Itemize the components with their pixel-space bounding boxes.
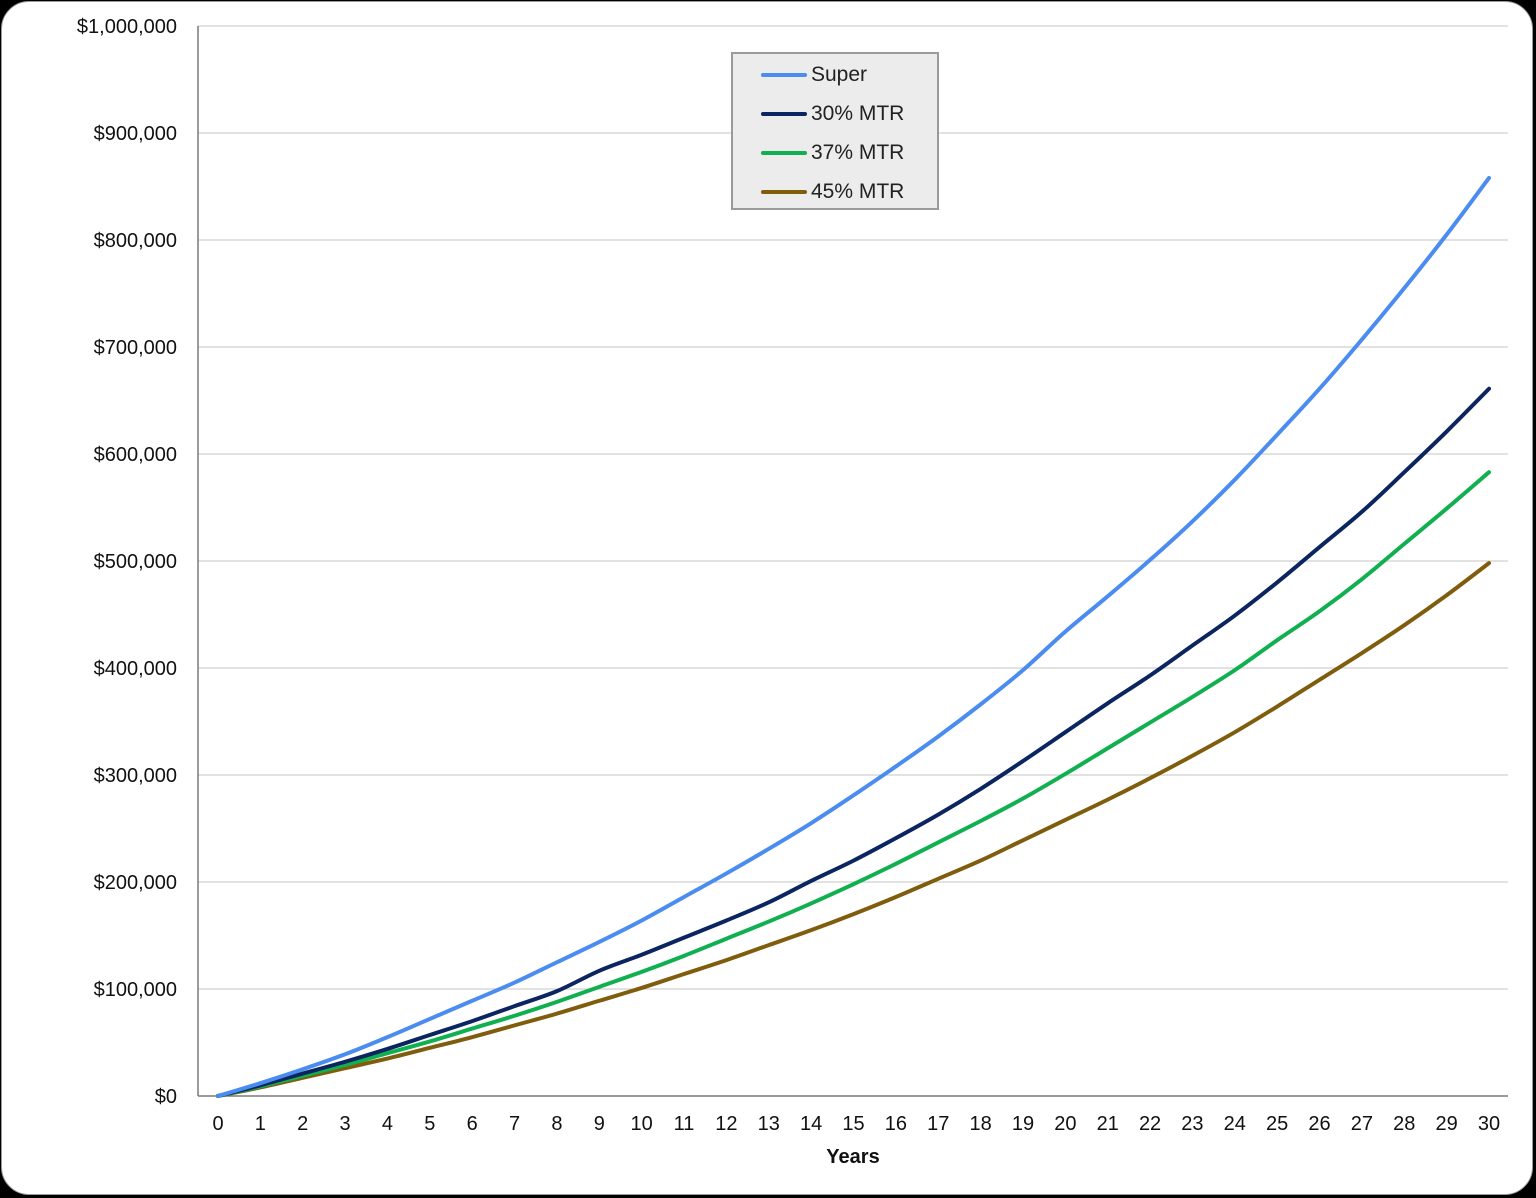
y-tick-label: $900,000 [94, 123, 177, 145]
series-line-37-mtr [216, 470, 1491, 1098]
x-tick-label: 27 [1351, 1113, 1373, 1135]
y-tick-label: $600,000 [94, 444, 177, 466]
x-tick-label: 28 [1393, 1113, 1415, 1135]
x-tick-label: 3 [340, 1113, 351, 1135]
x-tick-label: 23 [1181, 1113, 1203, 1135]
y-tick-label: $500,000 [94, 551, 177, 573]
y-tick-label: $400,000 [94, 658, 177, 680]
legend-swatch-30-mtr [761, 112, 807, 116]
x-tick-label: 4 [382, 1113, 393, 1135]
y-tick-label: $0 [155, 1086, 177, 1108]
x-axis-ticks: 0 1 2 3 4 5 6 7 8 9 10 11 12 13 14 15 16 17 18 19 20 21 22 23 24… [212, 1113, 1500, 1135]
series-line-super [216, 175, 1491, 1098]
legend-item-37-mtr: 37% MTR [761, 141, 904, 165]
x-tick-label: 12 [715, 1113, 737, 1135]
legend-swatch-45-mtr [761, 190, 807, 194]
x-tick-label: 20 [1054, 1113, 1076, 1135]
legend-swatch-37-mtr [761, 151, 807, 155]
legend-item-45-mtr: 45% MTR [761, 180, 904, 204]
x-tick-label: 2 [297, 1113, 308, 1135]
series-line-30-mtr [216, 386, 1491, 1098]
x-tick-label: 17 [927, 1113, 949, 1135]
legend-label: Super [811, 63, 868, 86]
x-tick-label: 13 [758, 1113, 780, 1135]
y-tick-label: $200,000 [94, 872, 177, 894]
x-tick-label: 21 [1097, 1113, 1119, 1135]
x-tick-label: 0 [212, 1113, 223, 1135]
legend-swatch-super [761, 73, 807, 77]
x-tick-label: 30 [1478, 1113, 1500, 1135]
x-tick-label: 1 [255, 1113, 266, 1135]
x-tick-label: 5 [424, 1113, 435, 1135]
x-tick-label: 22 [1139, 1113, 1161, 1135]
x-tick-label: 10 [631, 1113, 653, 1135]
x-tick-label: 19 [1012, 1113, 1034, 1135]
x-tick-label: 25 [1266, 1113, 1288, 1135]
x-tick-label: 6 [467, 1113, 478, 1135]
x-tick-label: 29 [1436, 1113, 1458, 1135]
x-tick-label: 14 [800, 1113, 822, 1135]
x-tick-label: 11 [674, 1113, 695, 1135]
x-tick-label: 24 [1224, 1113, 1246, 1135]
x-tick-label: 9 [594, 1113, 605, 1135]
x-tick-label: 15 [842, 1113, 864, 1135]
series-line-45-mtr [216, 561, 1491, 1098]
x-axis-label: Years [826, 1146, 879, 1168]
legend-item-30-mtr: 30% MTR [761, 102, 904, 126]
y-tick-label: $300,000 [94, 765, 177, 787]
legend-label: 45% MTR [811, 180, 905, 203]
y-axis-ticks: $0 $100,000 $200,000 $300,000 $400,000 $500,0… [77, 16, 177, 1108]
y-tick-label: $100,000 [94, 979, 177, 1001]
series-lines [216, 175, 1491, 1098]
y-tick-label: $1,000,000 [77, 16, 177, 38]
x-tick-label: 16 [885, 1113, 907, 1135]
legend-label: 37% MTR [811, 141, 905, 164]
x-tick-label: 7 [509, 1113, 520, 1135]
x-tick-label: 26 [1308, 1113, 1330, 1135]
legend-label: 30% MTR [811, 102, 905, 125]
x-tick-label: 8 [551, 1113, 562, 1135]
y-tick-label: $700,000 [94, 337, 177, 359]
legend-item-super: Super [761, 63, 867, 87]
legend: Super 30% MTR 37% MTR 45% MTR [731, 52, 939, 210]
y-tick-label: $800,000 [94, 230, 177, 252]
x-tick-label: 18 [969, 1113, 991, 1135]
